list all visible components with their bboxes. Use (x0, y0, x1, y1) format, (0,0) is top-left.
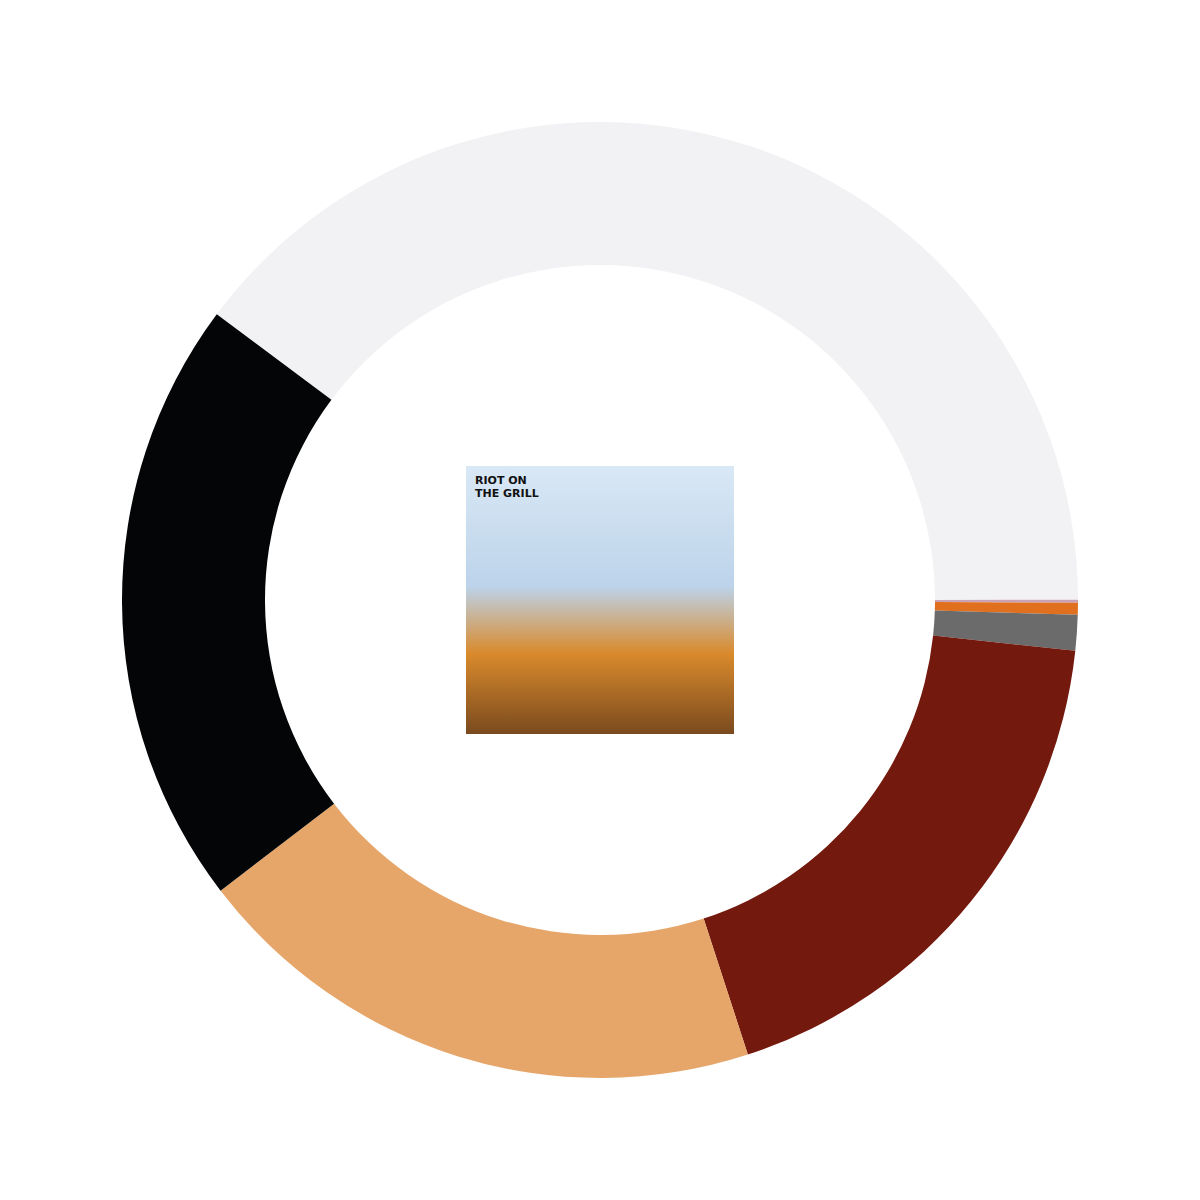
svg-text:RIOT ON: RIOT ON (475, 474, 527, 487)
svg-text:THE GRILL: THE GRILL (475, 487, 539, 500)
